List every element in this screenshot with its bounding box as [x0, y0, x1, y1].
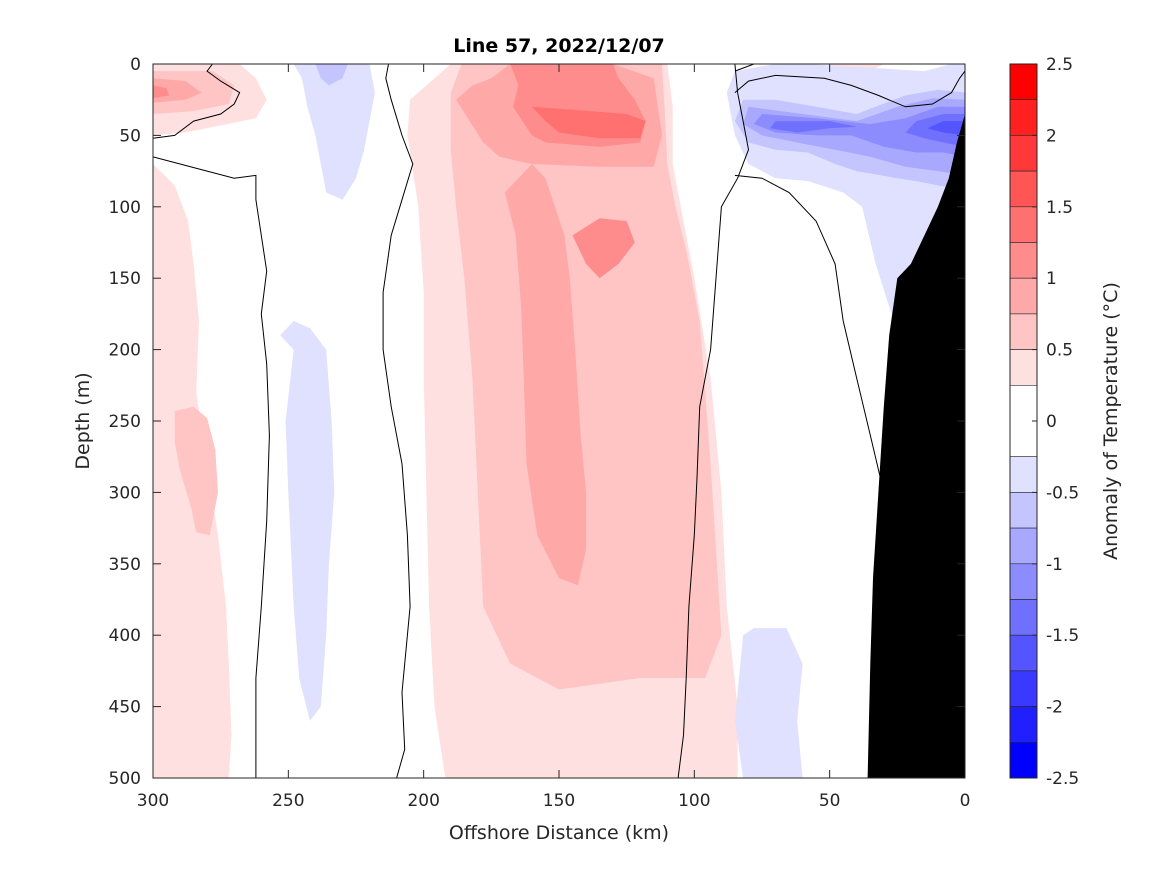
x-axis-label: Offshore Distance (km) [449, 822, 669, 844]
y-tick-label: 200 [109, 341, 141, 361]
colorbar-segment [1009, 634, 1038, 672]
y-tick-label: 500 [109, 769, 141, 789]
contour-region-neg1 [734, 628, 803, 778]
contour-region-pos2 [174, 406, 218, 536]
contour-region-pos3 [153, 78, 202, 103]
colorbar-segment [1009, 277, 1038, 315]
x-tick-label: 0 [960, 791, 971, 811]
plot-area: 300 250 200 150 100 50 0 050100150200250300350… [109, 55, 971, 811]
zero-contour-line [677, 64, 750, 778]
zero-contour-layer [153, 64, 965, 778]
y-tick-label: 400 [109, 626, 141, 646]
contour-region-neg2 [315, 64, 348, 86]
zero-contour-line [734, 70, 965, 108]
colorbar-segment [1009, 706, 1038, 743]
colorbar-segment [1009, 313, 1038, 350]
contour-region-pos3 [504, 164, 587, 586]
colorbar-segment [1009, 492, 1038, 529]
x-axis: 300 250 200 150 100 50 0 [137, 64, 971, 811]
colorbar-segment [1009, 63, 1038, 101]
x-tick-label: 300 [137, 791, 169, 811]
colorbar-tick-label: -2.5 [1046, 769, 1079, 789]
bathymetry-seafloor [867, 114, 965, 778]
contour-fill-layer [153, 64, 965, 778]
colorbar-tick-label: -1 [1046, 555, 1063, 575]
colorbar-segment [1009, 741, 1038, 779]
colorbar-segment [1009, 99, 1038, 136]
colorbar-tick-label: 2 [1046, 126, 1057, 146]
colorbar-ticks: 2.5 2 1.5 1 0.5 0 -0.5 -1 -1.5 -2 -2.5 [1032, 55, 1079, 789]
x-tick-label: 50 [819, 791, 841, 811]
colorbar-segment [1009, 135, 1038, 172]
colorbar-segment [1009, 349, 1038, 386]
y-tick-label: 250 [109, 412, 141, 432]
contour-region-neg1 [293, 64, 375, 200]
y-tick-label: 100 [109, 198, 141, 218]
y-tick-label: 450 [109, 698, 141, 718]
contour-region-pos5 [531, 106, 646, 139]
colorbar-segment [1009, 563, 1038, 600]
x-tick-label: 250 [272, 791, 304, 811]
y-tick-label: 350 [109, 555, 141, 575]
y-axis-label: Depth (m) [72, 372, 94, 469]
colorbar-tick-label: 0.5 [1046, 341, 1073, 361]
zero-contour-line [734, 64, 755, 72]
bathymetry-layer [867, 114, 965, 778]
x-tick-label: 200 [407, 791, 439, 811]
contour-region-neg1 [280, 321, 335, 721]
colorbar-segment [1009, 206, 1038, 243]
colorbar-segment [1009, 599, 1038, 636]
zero-contour-line [382, 64, 414, 778]
x-tick-label: 100 [678, 791, 710, 811]
zero-contour-line [153, 156, 270, 778]
colorbar-segment [1009, 242, 1038, 279]
zero-contour-line [153, 64, 241, 139]
contour-region-pos4 [153, 85, 170, 99]
x-tick-label: 150 [543, 791, 575, 811]
colorbar-tick-label: 0 [1046, 412, 1057, 432]
colorbar: 2.5 2 1.5 1 0.5 0 -0.5 -1 -1.5 -2 -2.5 [1009, 55, 1079, 789]
colorbar-segment [1009, 456, 1038, 493]
colorbar-segment [1009, 670, 1038, 707]
y-tick-label: 50 [119, 126, 141, 146]
colorbar-tick-label: 2.5 [1046, 55, 1073, 75]
colorbar-tick-label: -1.5 [1046, 626, 1079, 646]
colorbar-segments [1009, 63, 1038, 779]
contour-region-neg6 [927, 121, 965, 136]
y-tick-label: 150 [109, 269, 141, 289]
contour-region-neg5 [770, 121, 857, 133]
y-tick-label: 300 [109, 483, 141, 503]
colorbar-tick-label: -2 [1046, 698, 1063, 718]
chart-title: Line 57, 2022/12/07 [453, 35, 665, 57]
y-axis: 0 50 100 150 200 250 300 350 400 450 500 [109, 55, 965, 789]
colorbar-tick-label: -0.5 [1046, 483, 1079, 503]
colorbar-segment [1009, 170, 1038, 208]
y-tick-label: 0 [130, 55, 141, 75]
contour-region-neg4 [753, 106, 965, 157]
colorbar-tick-label: 1.5 [1046, 198, 1073, 218]
contour-region-pos4 [572, 218, 635, 279]
contour-region-neg1 [726, 64, 965, 636]
colorbar-label: Anomaly of Temperature (°C) [1100, 282, 1122, 560]
colorbar-segment [1009, 527, 1038, 565]
colorbar-tick-label: 1 [1046, 269, 1057, 289]
